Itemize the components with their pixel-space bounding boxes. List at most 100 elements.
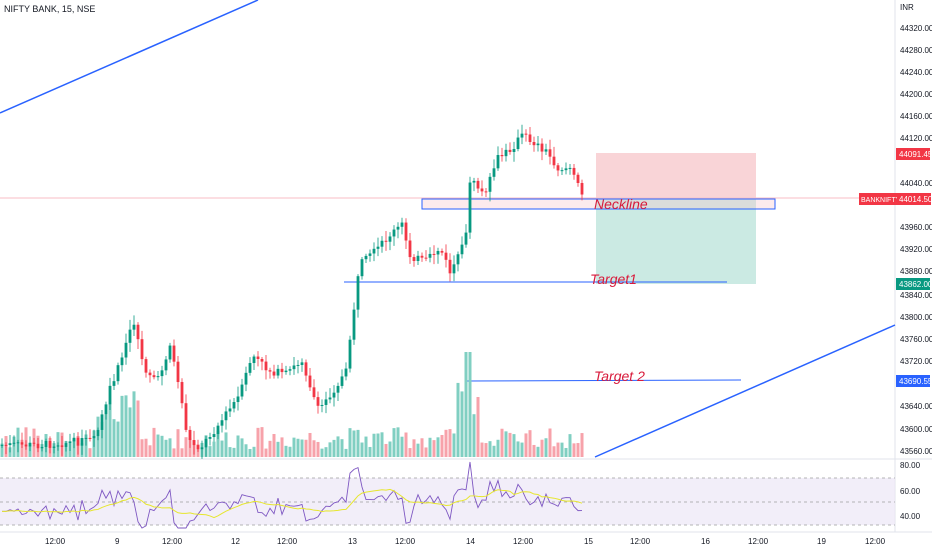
candle-body [176,361,180,383]
price-tick: 43800.00 [900,313,932,322]
price-tick: 44200.00 [900,90,932,99]
volume-bar [368,446,372,457]
price-pane[interactable] [0,0,895,457]
time-axis[interactable]: 12:00 9 12:00 12 12:00 13 12:00 14 12:00… [45,537,886,546]
target2-price-badge-text: 43690.55 [899,377,932,386]
candle-body [156,376,160,378]
candle-body [208,437,212,439]
symbol-badge [859,193,897,205]
volume-bar [136,400,140,457]
trendline-upper[interactable] [0,0,259,114]
volume-bar [352,430,356,457]
candle-body [272,371,276,376]
volume-bar [324,447,328,457]
candle-body [412,257,416,261]
candle-body [132,324,136,330]
volume-bar [100,421,104,457]
volume-bar [388,441,392,457]
candle-body [148,372,152,376]
volume-bar [300,439,304,457]
candle-body [332,392,336,398]
candle-body [116,365,120,382]
volume-bar [480,442,484,457]
candle-body [576,174,580,183]
volume-bar [536,446,540,457]
volume-bar [472,414,476,457]
candle-body [468,182,472,233]
volume-bar [500,428,504,457]
volume-bar [364,436,368,457]
volume-bar [416,443,420,457]
candle-body [236,396,240,403]
price-tick: 44160.00 [900,112,932,121]
volume-bar [428,437,432,457]
price-tick: 44280.00 [900,46,932,55]
candle-body [100,414,104,430]
candle-body [392,229,396,237]
candle-body [296,364,300,366]
candle-body [96,429,100,437]
volume-bar [328,442,332,457]
volume-bar [488,441,492,457]
volume-bar [532,444,536,457]
candle-body [264,361,268,371]
volume-bar [476,397,480,457]
volume-bar [252,446,256,457]
time-tick: 16 [701,537,710,546]
candle-body [432,253,436,255]
volume-bar [504,431,508,457]
volume-bar [424,447,428,457]
candle-body [368,253,372,256]
candle-body [160,370,164,377]
rsi-pane[interactable] [0,461,895,529]
target1-label[interactable]: Target1 [590,271,637,287]
volume-bar [520,442,524,457]
time-tick: 12:00 [395,537,416,546]
candle-body [192,440,196,446]
candle-body [400,222,404,227]
candle-body [356,276,360,310]
candle-body [12,442,16,444]
price-tick: 43960.00 [900,223,932,232]
candle-body [48,441,52,448]
candlesticks[interactable] [0,124,584,459]
volume-bar [244,444,248,457]
stop-loss-zone[interactable] [596,153,756,199]
volume-bar [396,427,400,457]
candle-body [472,180,476,183]
neckline-rectangle[interactable] [421,198,776,210]
candle-body [448,259,452,274]
candle-body [568,167,572,169]
price-tick: 43720.00 [900,357,932,366]
candle-body [152,375,156,378]
candle-body [380,240,384,247]
volume-bar [444,429,448,457]
trendline-lower[interactable] [594,324,896,458]
neckline-label[interactable]: Neckline [594,196,648,212]
volume-bar [556,442,560,457]
candle-body [440,250,444,253]
candle-body [388,236,392,242]
candle-body [144,359,148,373]
candle-body [348,339,352,369]
candle-body [544,149,548,152]
candle-body [404,222,408,241]
price-axis[interactable]: INR 44320.00 44280.00 44240.00 44200.00 … [859,3,932,456]
target-zone[interactable] [596,199,756,284]
last-price-badge-text: 44014.50 [899,195,932,204]
volume-bar [356,429,360,457]
candle-body [288,369,292,371]
target2-label[interactable]: Target 2 [594,368,645,384]
volume-bar [340,439,344,457]
candle-body [360,259,364,277]
candle-body [572,167,576,175]
target2-line[interactable] [465,379,742,382]
rsi-axis[interactable]: 80.00 60.00 40.00 [900,461,921,521]
time-tick: 12:00 [865,537,886,546]
candle-body [532,141,536,146]
candle-body [276,368,280,376]
target1-price-badge-text: 43862.00 [899,280,932,289]
volume-bar [344,448,348,457]
volume-bar [264,448,268,457]
